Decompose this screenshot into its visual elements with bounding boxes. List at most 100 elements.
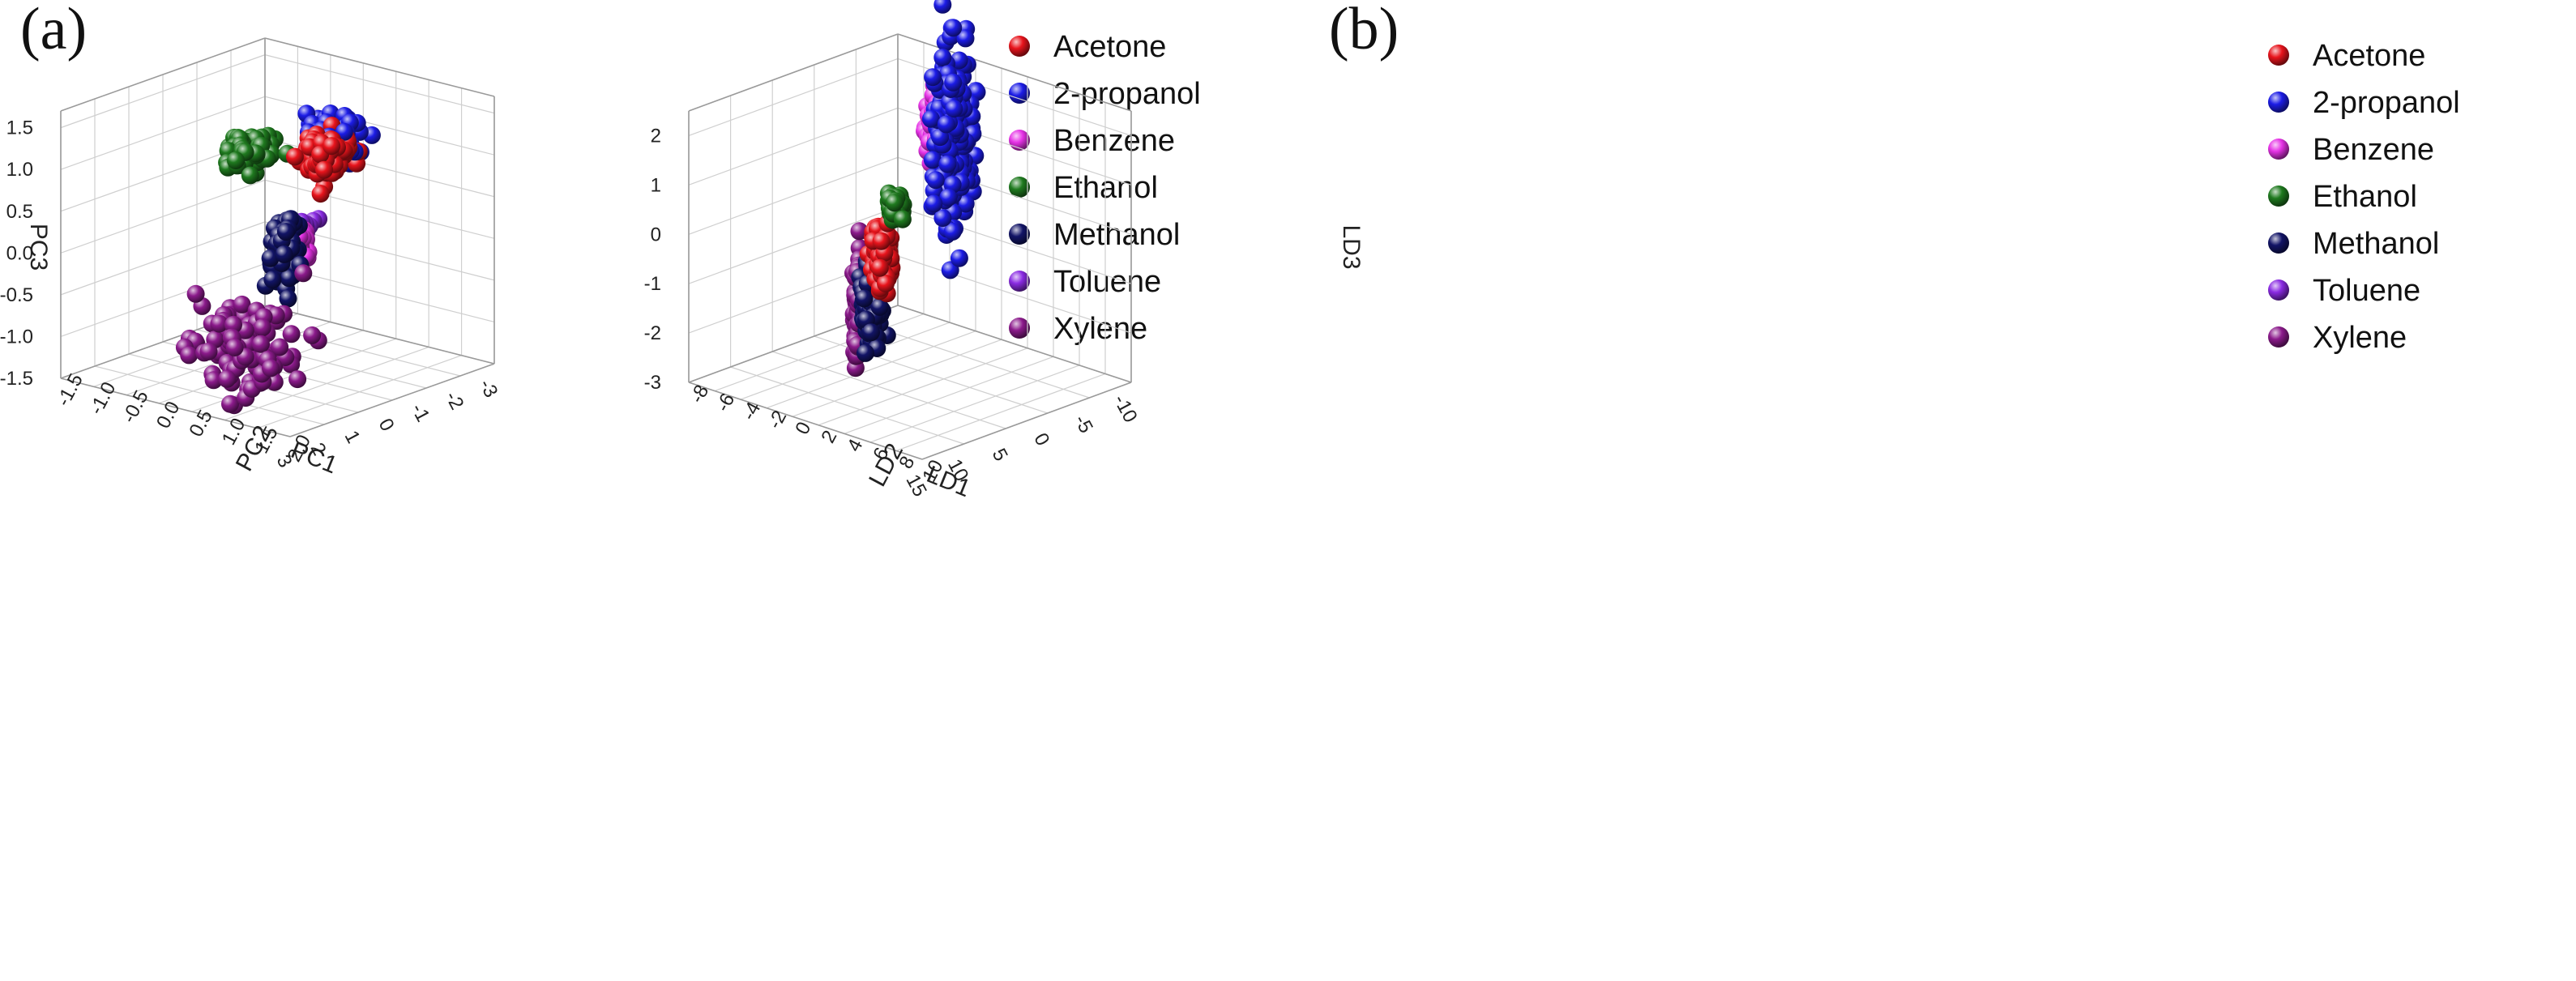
point-xylene [218, 369, 237, 388]
point-methanol [263, 271, 282, 289]
x-tick-label: 1 [340, 427, 365, 446]
x-axis-title: PC1 [287, 437, 340, 479]
panel-label: (b) [1329, 0, 1399, 62]
point-2-propanol [944, 19, 963, 37]
z-tick-label: -1.5 [0, 368, 33, 390]
z-tick-label: -3 [644, 372, 661, 394]
z-tick-label: 1.0 [6, 159, 33, 181]
point-xylene [271, 338, 289, 356]
z-tick-label: -2 [644, 322, 661, 344]
point-acetone [285, 147, 304, 166]
point-2-propanol [924, 68, 942, 87]
y-tick-label: 2 [817, 427, 841, 446]
point-xylene [251, 335, 270, 353]
y-tick-label: 4 [843, 436, 867, 455]
point-acetone [311, 185, 330, 203]
x-tick-label: 0 [1029, 429, 1053, 449]
point-xylene [850, 222, 869, 241]
point-2-propanol [944, 73, 963, 92]
y-tick-label: -8 [686, 382, 713, 407]
point-methanol [862, 323, 880, 342]
z-axis-title: LD3 [1338, 224, 1365, 269]
point-xylene [210, 314, 229, 333]
legend-marker [1009, 318, 1030, 339]
point-xylene [233, 295, 251, 313]
legend: Acetone2-propanolBenzeneEthanolMethanolT… [1009, 30, 1201, 346]
point-xylene [253, 318, 271, 337]
point-acetone [877, 275, 895, 292]
legend-label: Toluene [1053, 265, 1161, 299]
legend-marker [2268, 92, 2289, 113]
z-tick-label: 2 [651, 125, 661, 147]
point-2-propanol [921, 109, 940, 128]
legend-marker [2268, 45, 2289, 66]
point-2-propanol [950, 249, 968, 267]
point-ethanol [893, 210, 912, 228]
y-tick-label: -1.5 [53, 370, 88, 410]
legend-label: Xylene [1053, 312, 1147, 346]
x-tick-label: 5 [988, 445, 1012, 464]
legend-marker [1009, 130, 1030, 151]
point-xylene [294, 264, 313, 283]
point-2-propanol [926, 171, 945, 190]
point-xylene [204, 371, 223, 390]
legend-marker [1009, 224, 1030, 245]
point-xylene [282, 325, 301, 343]
legend-marker [1009, 177, 1030, 198]
legend-marker [1009, 36, 1030, 57]
point-2-propanol [933, 49, 952, 66]
legend-label: Acetone [1053, 30, 1166, 64]
x-tick-label: 0 [374, 415, 399, 434]
point-ethanol [885, 194, 904, 212]
legend-marker [1009, 83, 1030, 104]
z-axis-title: PC3 [25, 224, 52, 271]
data-points [175, 104, 381, 415]
legend-marker [2268, 279, 2289, 301]
point-methanol [275, 245, 293, 263]
legend-label: Methanol [2313, 227, 2439, 261]
point-xylene [303, 326, 322, 344]
point-acetone [323, 137, 341, 156]
z-tick-label: 0 [651, 224, 661, 245]
legend-label: Acetone [2313, 39, 2425, 73]
point-methanol [280, 269, 298, 288]
y-tick-label: -2 [763, 407, 791, 433]
point-methanol [279, 289, 297, 308]
z-tick-label: 1 [651, 174, 661, 196]
point-xylene [262, 359, 280, 377]
legend-label: Ethanol [2313, 180, 2417, 214]
x-tick-label: -5 [1070, 412, 1097, 437]
point-acetone [870, 258, 889, 277]
legend-marker [1009, 271, 1030, 292]
legend-marker [2268, 186, 2289, 207]
point-2-propanol [939, 188, 958, 207]
z-tick-label: -0.5 [0, 284, 33, 306]
point-methanol [261, 249, 280, 267]
point-2-propanol [943, 222, 962, 241]
y-tick-label: -1.0 [85, 378, 120, 418]
point-2-propanol [956, 29, 975, 48]
point-xylene [221, 395, 239, 413]
point-xylene [288, 370, 307, 389]
x-tick-label: -1 [407, 400, 434, 426]
legend-marker [2268, 232, 2289, 254]
x-tick-label: -3 [475, 376, 502, 402]
point-xylene [180, 346, 199, 365]
z-tick-label: -1 [644, 273, 661, 295]
legend-label: Xylene [2313, 321, 2407, 355]
y-tick-label: -4 [737, 399, 765, 424]
point-2-propanol [945, 100, 963, 118]
data-points [844, 0, 986, 377]
point-2-propanol [933, 0, 952, 14]
z-tick-label: -1.0 [0, 326, 33, 348]
point-ethanol [241, 166, 259, 185]
point-methanol [855, 289, 874, 308]
point-2-propanol [938, 155, 957, 173]
legend-label: Toluene [2313, 274, 2420, 308]
legend-marker [2268, 139, 2289, 160]
point-acetone [315, 160, 334, 179]
legend-label: Benzene [1053, 124, 1175, 158]
x-tick-label: -2 [441, 388, 468, 414]
